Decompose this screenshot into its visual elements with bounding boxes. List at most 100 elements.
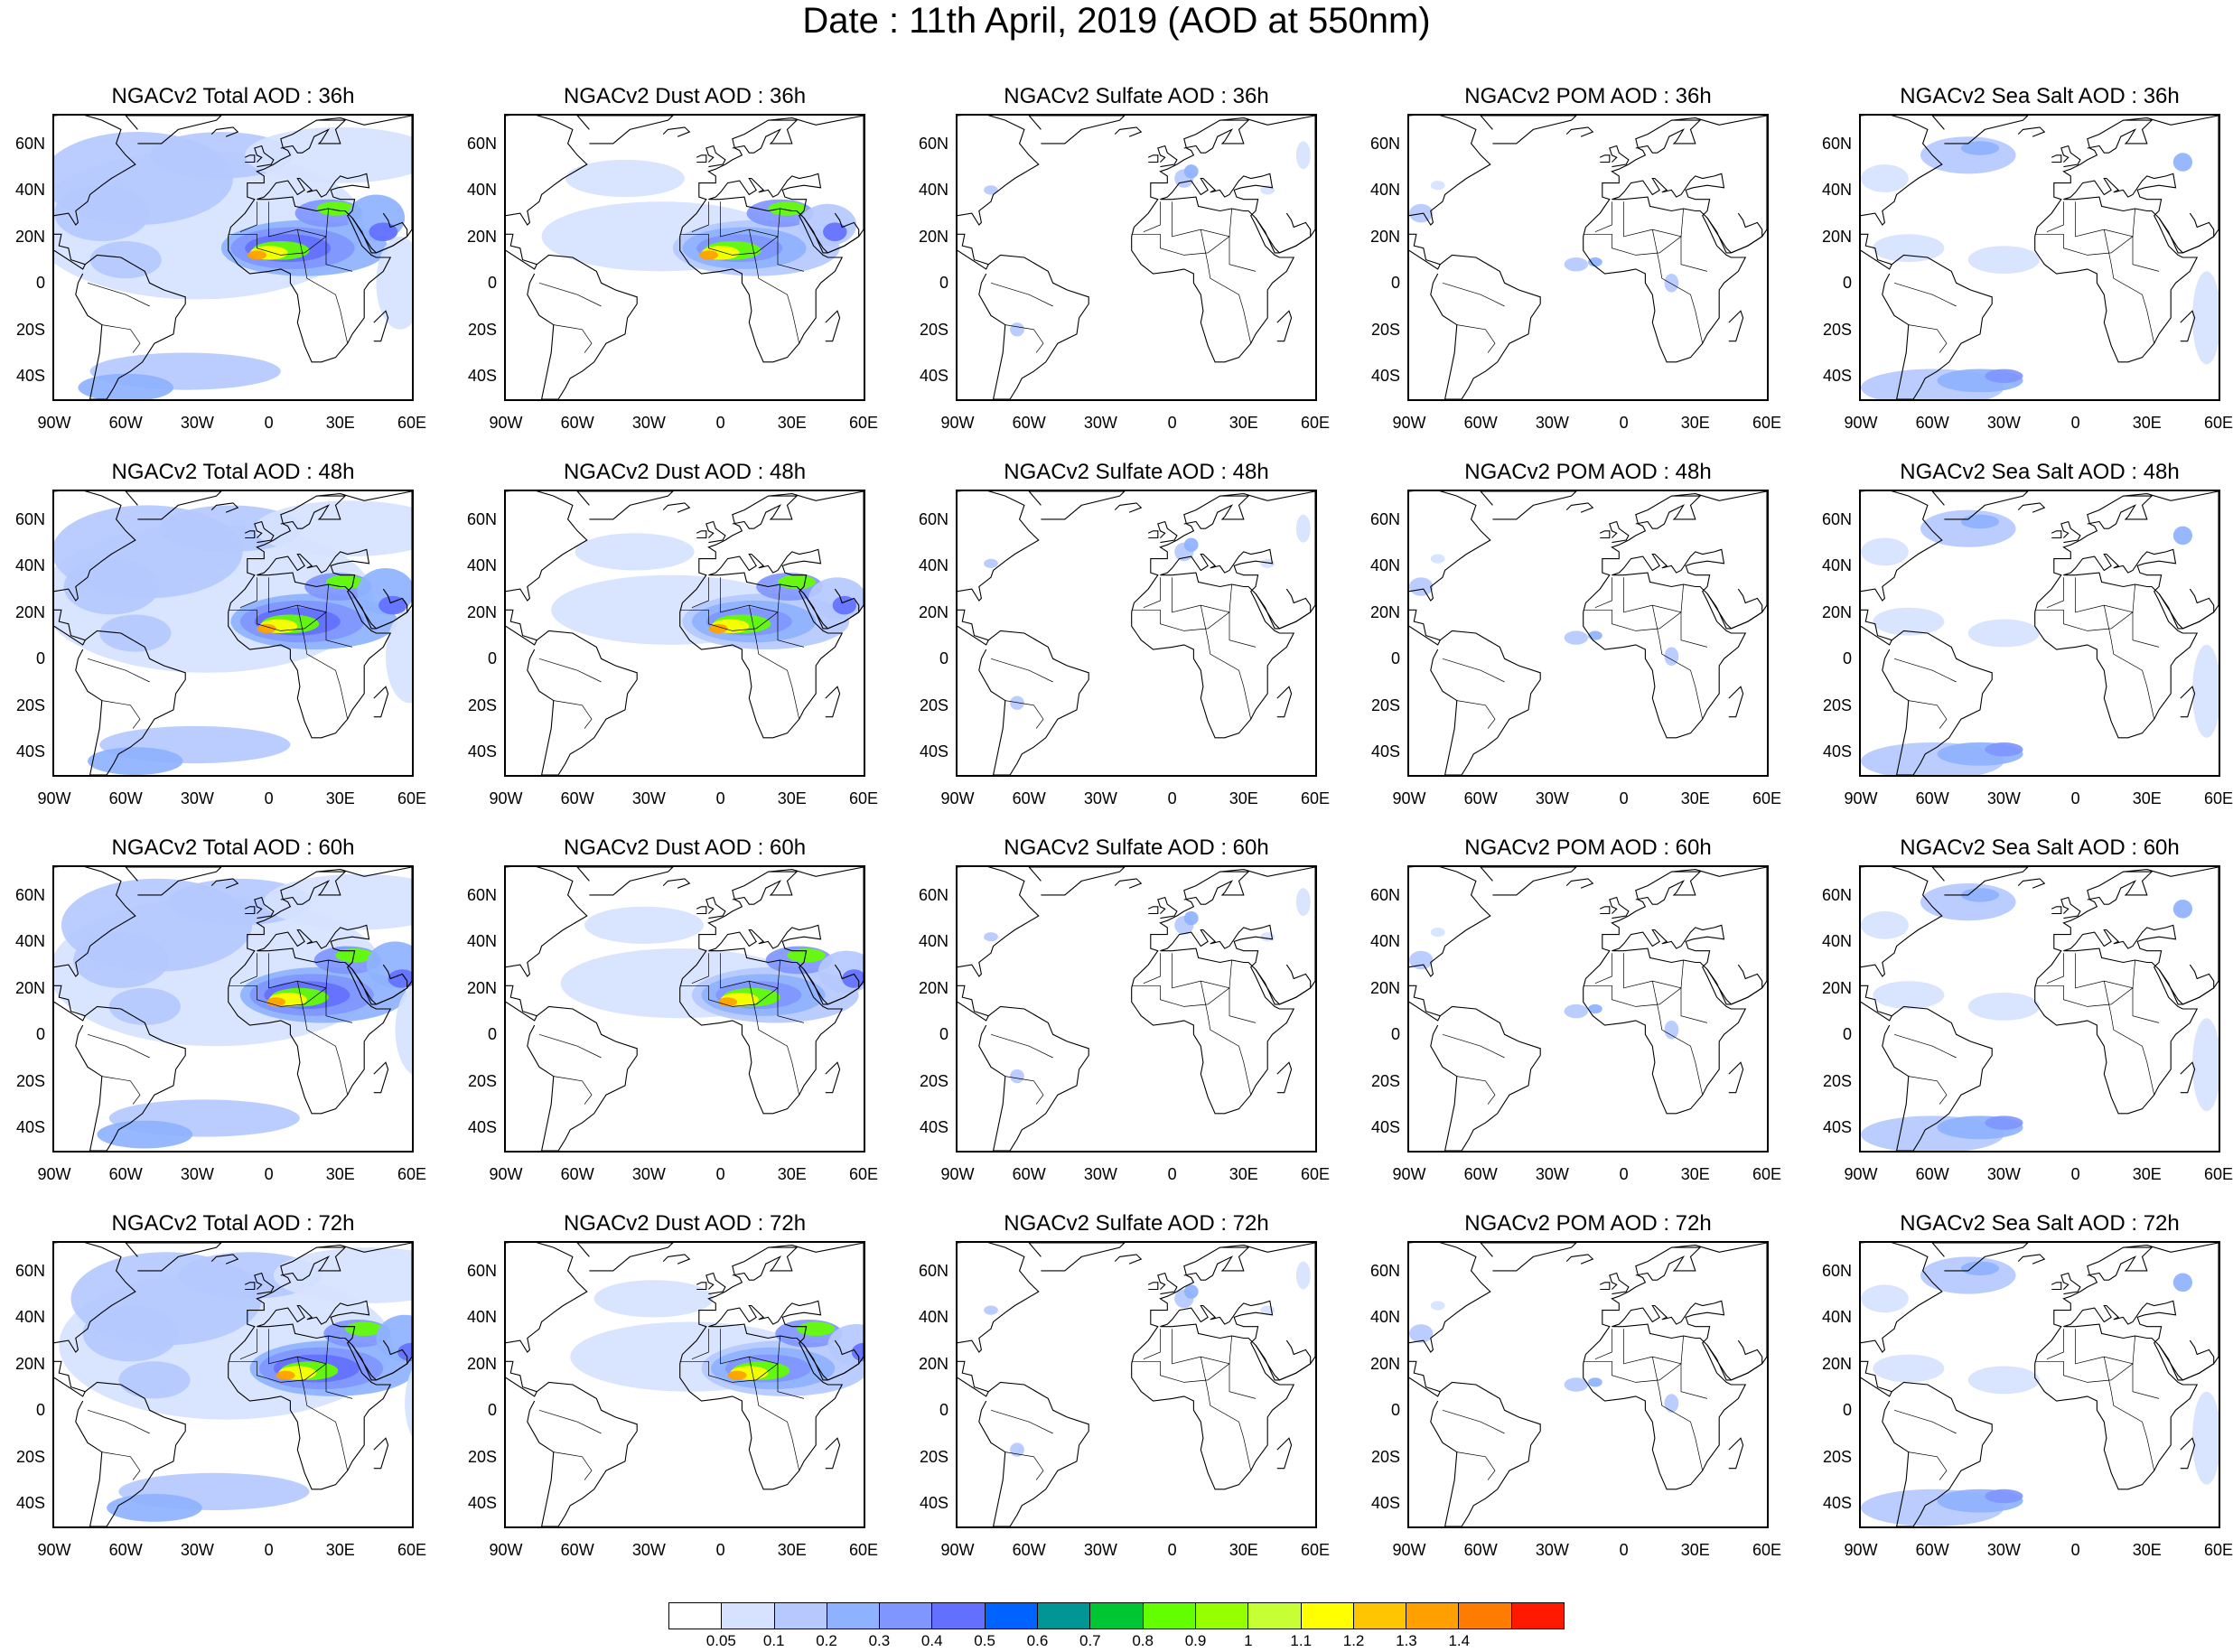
coastline-southAmerica [1430,630,1541,775]
lat-tick-label: 20N [1821,227,1852,246]
colorbar-label: 0.1 [762,1632,785,1649]
aod-blob [1409,1324,1434,1343]
coastline-scandinavia [280,871,347,905]
aod-blob [1861,1284,1909,1313]
coastline-greenland [1028,867,1126,896]
coastline-europeAfrica [228,491,412,739]
lon-tick-label: 60E [397,414,427,432]
lat-tick-label: 20N [14,227,45,246]
aod-blob [1967,993,2040,1021]
lat-tick-label: 60N [918,134,948,153]
lat-tick-label: 40S [1370,1494,1400,1513]
coastline-iceland [662,1254,691,1265]
coastline-arabia [1706,588,1763,630]
lon-tick-label: 0 [2070,789,2080,807]
coastlines [506,1243,864,1526]
coastlines [958,1243,1315,1526]
aerosol-field [1409,554,1679,666]
aod-blob [1564,630,1588,645]
colorbar-swatch [1143,1603,1196,1629]
lon-tick-label: 60E [397,1541,427,1559]
map-frame [956,865,1317,1153]
coastline-greenland [1028,1243,1126,1272]
coastline-scandinavia [732,1246,799,1281]
coastline-iceland [210,1254,239,1265]
lon-tick-label: 30W [1083,1541,1117,1559]
lon-tick-label: 90W [1844,1541,1878,1559]
coastline-greenland [576,491,674,520]
coastline-northAmerica [1861,116,1943,226]
country-border [2034,985,2160,1023]
coastline-southAmerica [1882,630,1993,775]
coastline-arabia [2158,964,2215,1005]
country-border [1143,577,1161,609]
lat-tick-label: 0 [1842,274,1852,293]
coastline-europeAfrica [1131,116,1315,363]
coastline-northAmerica [506,491,588,602]
coastlines [1409,116,1767,399]
lat-tick-label: 20N [1369,978,1400,997]
lat-tick-label: 60N [918,1261,948,1280]
aerosol-field [551,533,864,649]
aod-blob [2192,271,2219,365]
coastline-iceland [1114,878,1143,889]
lon-tick-label: 0 [264,414,274,432]
lon-tick-label: 30E [2132,1165,2162,1183]
country-border [1442,658,1505,683]
aod-blob [1664,1020,1679,1040]
coastline-greenland [125,867,222,896]
aod-blob [405,1369,412,1437]
map-frame [1859,114,2220,401]
coastline-europeAfrica [2034,1243,2219,1490]
aod-blob [264,873,412,930]
country-border [1623,577,1684,613]
map-canvas [1861,491,2219,775]
country-border [1456,1076,1496,1105]
aod-blob [2192,1018,2219,1112]
coastline-britain [705,520,726,544]
coastline-northAmerica [506,116,588,226]
aod-blob [787,948,826,963]
aod-blob [378,595,407,615]
lon-tick-label: 60E [1300,1541,1331,1559]
lat-tick-label: 60N [1821,509,1852,528]
aod-blob [54,185,150,241]
coastline-britain [2060,1272,2081,1295]
lon-tick-label: 30W [631,414,666,432]
aod-blob [565,159,685,198]
country-border [2046,1329,2064,1360]
lat-tick-label: 20N [466,978,497,997]
lat-tick-label: 60N [14,885,45,904]
lon-tick-label: 60W [1463,414,1498,432]
coastline-arabia [803,1339,860,1381]
lon-tick-label: 60W [560,789,594,807]
colorbar-swatch [1038,1603,1091,1629]
lat-tick-label: 40S [1822,742,1852,761]
country-border [2046,953,2064,985]
aod-blob [984,1305,998,1315]
coastline-britain [1609,145,1630,168]
aod-blob [1010,695,1024,710]
lon-tick-label: 60W [1012,789,1046,807]
map-canvas [1861,1243,2219,1526]
map-canvas [1409,867,1767,1151]
coastline-ireland [244,1282,256,1291]
lon-tick-label: 60E [397,789,427,807]
lat-tick-label: 40N [1821,181,1852,200]
aod-blob [1861,910,1909,939]
country-border [2075,1329,2135,1365]
country-border [679,233,805,272]
coastlines [54,867,412,1151]
colorbar-label: 1.3 [1396,1632,1417,1649]
aod-blob [584,906,705,944]
coastline-arabia [803,588,860,630]
country-border [1583,233,1708,272]
colorbar-swatch [1459,1603,1512,1629]
aod-blob [1861,537,1909,566]
lon-tick-label: 0 [1619,789,1629,807]
lon-tick-label: 0 [1619,414,1629,432]
coastline-iceland [2017,1254,2046,1265]
aerosol-field [570,1280,864,1396]
country-border [2034,609,2160,648]
country-border [1131,985,1257,1023]
